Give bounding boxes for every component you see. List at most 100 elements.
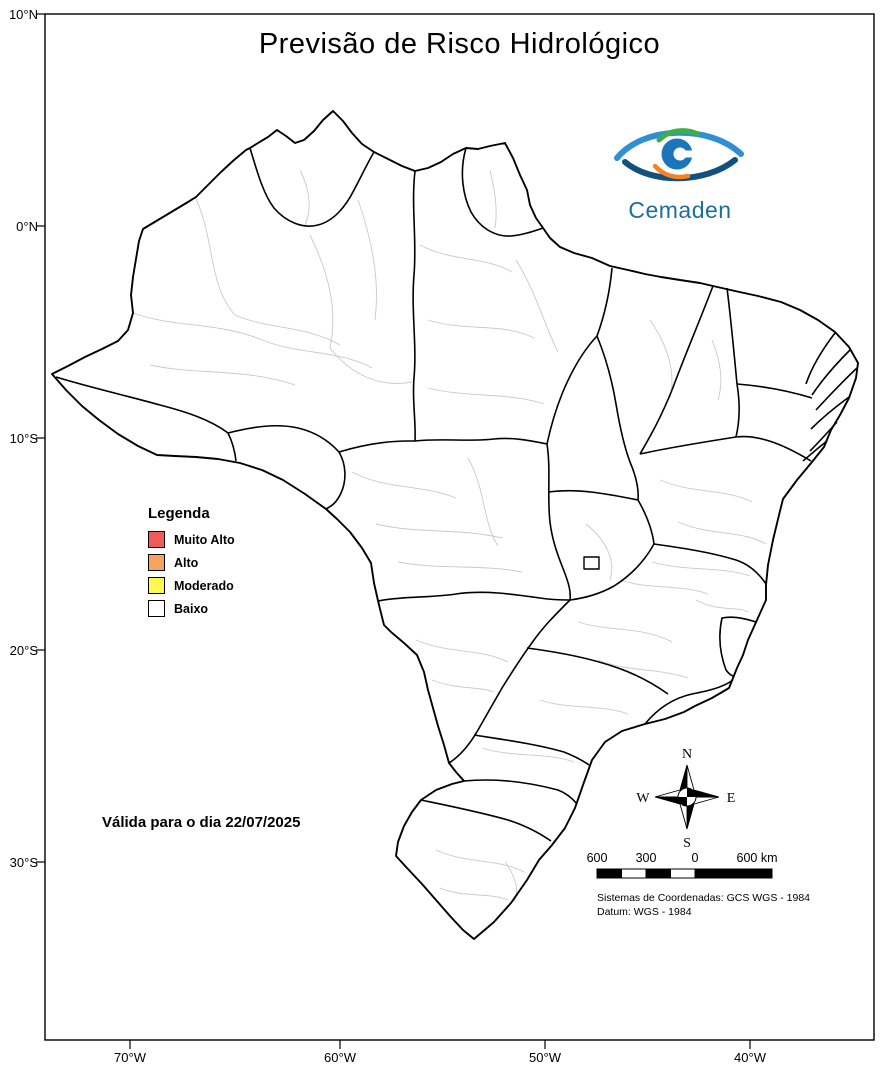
compass-s-label: S bbox=[683, 836, 691, 851]
lon-label-60w: 60°W bbox=[324, 1050, 356, 1065]
state-border-path bbox=[639, 285, 714, 455]
municipal-border-path bbox=[619, 579, 709, 595]
municipal-border-path bbox=[261, 339, 373, 369]
compass-w-label: W bbox=[636, 791, 650, 806]
municipal-border-path bbox=[431, 679, 495, 693]
municipal-border-path bbox=[659, 479, 753, 503]
state-border-path bbox=[735, 383, 740, 438]
alto-label: Alto bbox=[174, 555, 199, 570]
latitude-ticks bbox=[36, 13, 45, 863]
compass-e-label: E bbox=[727, 791, 736, 806]
municipal-border-path bbox=[439, 887, 509, 901]
cemaden-eye-icon bbox=[614, 128, 744, 182]
municipal-border-path bbox=[329, 347, 413, 384]
lat-label-0n: 0°N bbox=[16, 219, 38, 234]
longitude-ticks bbox=[129, 1040, 751, 1049]
state-border-path bbox=[736, 383, 813, 399]
state-border-path bbox=[412, 170, 416, 442]
cemaden-logo: Cemaden bbox=[605, 116, 755, 224]
municipal-border-path bbox=[427, 319, 535, 339]
lat-label-20s: 20°S bbox=[9, 643, 38, 658]
state-borders bbox=[55, 147, 858, 842]
validity-note: Válida para o dia 22/07/2025 bbox=[102, 814, 301, 831]
state-border-path bbox=[448, 599, 571, 764]
scale-label-600-left: 600 bbox=[587, 851, 608, 865]
state-border-path bbox=[546, 443, 572, 601]
state-border-path bbox=[815, 367, 858, 411]
state-border-path bbox=[719, 616, 757, 677]
state-border-path bbox=[546, 335, 598, 445]
municipal-border-path bbox=[467, 457, 499, 547]
municipal-border-path bbox=[357, 199, 377, 321]
moderado-swatch bbox=[148, 577, 165, 594]
municipal-border-path bbox=[419, 244, 513, 273]
map-frame bbox=[44, 13, 875, 1041]
legend-item-alto: Alto bbox=[148, 554, 235, 571]
coordinate-system-note: Sistemas de Coordenadas: GCS WGS - 1984 … bbox=[597, 891, 810, 919]
state-border-path bbox=[461, 147, 544, 237]
municipal-border-path bbox=[427, 387, 545, 405]
municipal-border-path bbox=[695, 599, 749, 613]
compass-rose: N S E W bbox=[636, 747, 735, 851]
baixo-swatch bbox=[148, 600, 165, 617]
state-border-path bbox=[227, 424, 346, 510]
state-border-path bbox=[805, 332, 836, 385]
state-border-path bbox=[473, 734, 590, 766]
municipal-border-path bbox=[515, 259, 559, 353]
muito-alto-swatch bbox=[148, 531, 165, 548]
state-border-path bbox=[55, 376, 237, 462]
municipal-border-path bbox=[539, 699, 629, 715]
state-border-path bbox=[811, 349, 851, 396]
state-border-path bbox=[637, 499, 655, 545]
muito-alto-label: Muito Alto bbox=[174, 532, 235, 547]
coordinate-system-line: Sistemas de Coordenadas: GCS WGS - 1984 bbox=[597, 892, 811, 904]
brazil-outline-fill bbox=[52, 111, 858, 939]
municipal-border-path bbox=[481, 747, 575, 763]
lat-label-10n: 10°N bbox=[8, 7, 38, 22]
municipal-border-path bbox=[435, 849, 525, 873]
municipal-border-path bbox=[597, 659, 689, 679]
state-border-path bbox=[547, 489, 639, 501]
state-border-path bbox=[810, 396, 850, 430]
municipal-border-path bbox=[577, 621, 673, 643]
compass-n-label: N bbox=[682, 747, 692, 762]
municipal-border-path bbox=[309, 234, 334, 349]
municipal-border-path bbox=[711, 339, 722, 401]
lon-label-50w: 50°W bbox=[529, 1050, 561, 1065]
lat-label-10s: 10°S bbox=[9, 431, 38, 446]
municipal-border-path bbox=[234, 314, 341, 346]
lon-label-70w: 70°W bbox=[114, 1050, 146, 1065]
municipal-border-path bbox=[651, 561, 751, 577]
municipal-border-path bbox=[397, 561, 523, 573]
municipal-border-path bbox=[375, 523, 503, 539]
scale-label-0: 0 bbox=[692, 851, 699, 865]
state-border-path bbox=[526, 647, 669, 695]
state-border-path bbox=[569, 543, 655, 601]
scale-label-600-km: 600 km bbox=[737, 851, 778, 865]
municipal-border-path bbox=[299, 169, 310, 226]
state-border-path bbox=[726, 287, 738, 385]
municipal-border-path bbox=[351, 471, 457, 499]
page-title: Previsão de Risco Hidrológico bbox=[258, 28, 661, 60]
municipal-border-path bbox=[195, 198, 236, 316]
distrito-federal-border bbox=[583, 556, 600, 570]
datum-line: Datum: WGS - 1984 bbox=[597, 906, 692, 918]
municipal-border-path bbox=[415, 639, 509, 663]
municipal-border-path bbox=[149, 364, 296, 386]
municipal-border-path bbox=[489, 169, 497, 229]
legend-title: Legenda bbox=[148, 505, 210, 522]
legend-item-baixo: Baixo bbox=[148, 600, 235, 617]
municipal-border-path bbox=[677, 521, 767, 545]
state-border-path bbox=[644, 679, 734, 725]
legend: Legenda Muito Alto Alto Moderado Baixo bbox=[148, 505, 235, 623]
baixo-label: Baixo bbox=[174, 601, 209, 616]
municipal-border-path bbox=[504, 861, 517, 903]
state-border-path bbox=[596, 335, 639, 501]
scale-bar: 600 300 0 600 km bbox=[587, 851, 778, 879]
scale-label-300: 300 bbox=[636, 851, 657, 865]
state-border-path bbox=[653, 543, 767, 585]
alto-swatch bbox=[148, 554, 165, 571]
legend-item-muito-alto: Muito Alto bbox=[148, 531, 235, 548]
